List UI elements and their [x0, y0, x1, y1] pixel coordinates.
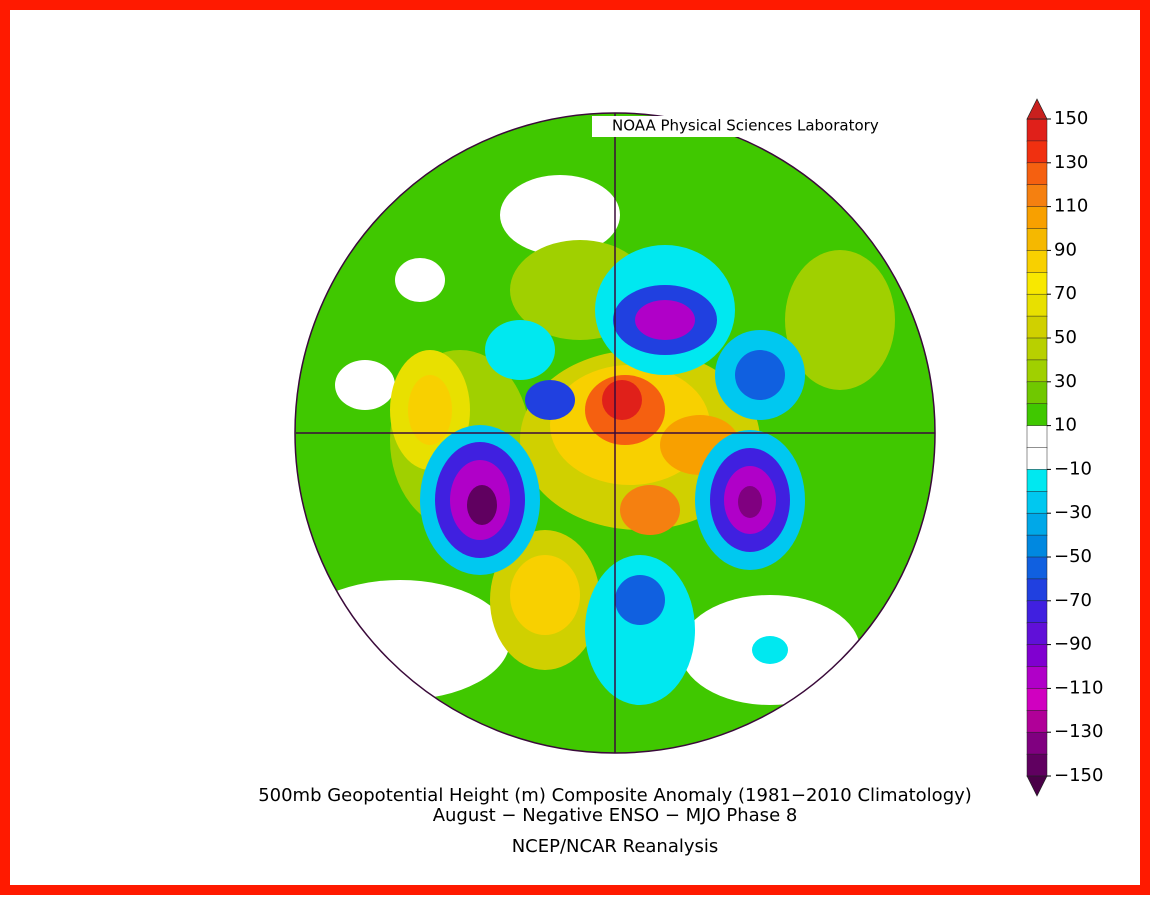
colorbar: 150 130 110 90 70 50 30 10 −10 −30 −50 −70 −90 −110 −1… [1026, 98, 1103, 797]
colorbar-label: −10 [1054, 458, 1092, 479]
colorbar-label: 10 [1054, 415, 1077, 436]
colorbar-segment [1026, 447, 1048, 471]
colorbar-label: 150 [1054, 108, 1088, 129]
colorbar-segment [1026, 622, 1048, 646]
colorbar-segment [1026, 753, 1048, 777]
colorbar-segment [1026, 666, 1048, 690]
colorbar-segment [1026, 337, 1048, 361]
colorbar-segment [1026, 710, 1048, 733]
colorbar-segment [1026, 272, 1048, 295]
colorbar-segment [1026, 403, 1048, 427]
colorbar-label: 30 [1054, 371, 1077, 392]
map-border [294, 112, 936, 754]
colorbar-segment [1026, 425, 1048, 449]
colorbar-label: −150 [1054, 765, 1103, 786]
anomaly [620, 485, 680, 535]
colorbar-label: 90 [1054, 239, 1077, 260]
colorbar-label: −70 [1054, 590, 1092, 611]
anomaly [752, 636, 788, 664]
anomaly [408, 375, 452, 445]
colorbar-label: −130 [1054, 721, 1103, 742]
colorbar-segment [1026, 731, 1048, 755]
caption-source: NCEP/NCAR Reanalysis [512, 836, 719, 857]
map [295, 113, 935, 753]
colorbar-segment [1026, 118, 1048, 142]
colorbar-label: 70 [1054, 283, 1077, 304]
colorbar-segment [1026, 600, 1048, 624]
colorbar-segment [1026, 206, 1048, 230]
anomaly [485, 320, 555, 380]
colorbar-segment [1026, 250, 1048, 274]
anomaly [738, 486, 762, 518]
caption-title: 500mb Geopotential Height (m) Composite … [258, 785, 972, 806]
colorbar-label: −30 [1054, 502, 1092, 523]
neutral-area [500, 175, 620, 255]
neutral-area [335, 360, 395, 410]
colorbar-segment [1026, 512, 1048, 536]
anomaly [615, 575, 665, 625]
colorbar-segment [1026, 293, 1048, 317]
anomaly [602, 380, 642, 420]
colorbar-label: −50 [1054, 546, 1092, 567]
credit-box [592, 116, 930, 137]
colorbar-segment [1026, 140, 1048, 164]
colorbar-segment [1026, 534, 1048, 558]
colorbar-label: 110 [1054, 196, 1088, 217]
anomaly [635, 300, 695, 340]
colorbar-label: 130 [1054, 152, 1088, 173]
anomaly [525, 380, 575, 420]
anomaly [467, 485, 497, 525]
colorbar-segment [1026, 644, 1048, 668]
colorbar-segment [1026, 469, 1048, 493]
neutral-area [395, 258, 445, 302]
colorbar-segment [1026, 359, 1048, 383]
colorbar-segment [1026, 556, 1048, 580]
colorbar-under [1026, 775, 1048, 797]
colorbar-label: −110 [1054, 677, 1103, 698]
colorbar-segment [1026, 381, 1048, 405]
colorbar-segment [1026, 578, 1048, 602]
anomaly [585, 555, 695, 705]
colorbar-segment [1026, 688, 1048, 712]
colorbar-segment [1026, 162, 1048, 186]
colorbar-over [1026, 98, 1048, 120]
colorbar-segment [1026, 315, 1048, 339]
colorbar-segment [1026, 491, 1048, 514]
caption-subtitle: August − Negative ENSO − MJO Phase 8 [433, 805, 798, 826]
colorbar-label: 50 [1054, 327, 1077, 348]
colorbar-label: −90 [1054, 634, 1092, 655]
anomaly [510, 555, 580, 635]
colorbar-segment [1026, 228, 1048, 252]
colorbar-segment [1026, 184, 1048, 208]
anomaly [785, 250, 895, 390]
anomaly [735, 350, 785, 400]
credit: NOAA Physical Sciences Laboratory [612, 117, 879, 135]
